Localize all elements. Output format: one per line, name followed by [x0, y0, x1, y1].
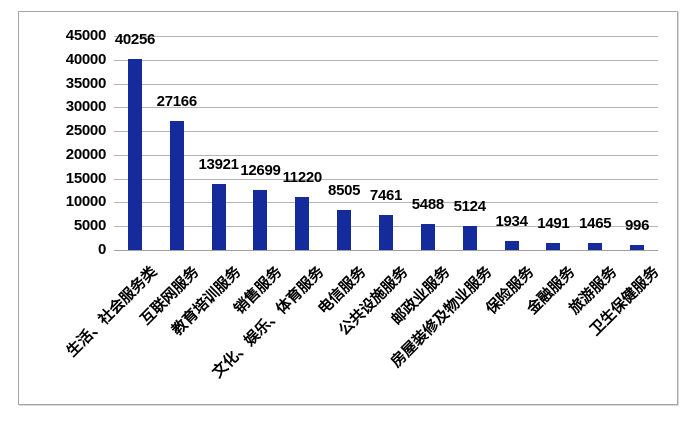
- bar-value-label: 5488: [411, 195, 444, 213]
- y-axis-tick-label: 20000: [65, 145, 107, 163]
- bar-5: [295, 196, 310, 250]
- bar-value-label: 1491: [537, 214, 570, 232]
- y-gridline: [114, 154, 658, 156]
- bar-value-label: 5124: [453, 197, 486, 215]
- bar-chart-frame: 0 5000 10000 15000 20000 25000 30000 35000 40000…: [18, 11, 678, 405]
- y-axis-tick-label: 0: [97, 241, 106, 258]
- y-axis-tick-label: 40000: [65, 50, 107, 68]
- bar-11: [546, 242, 561, 250]
- bar-2: [169, 120, 184, 250]
- y-axis-tick-label: 5000: [73, 217, 106, 235]
- bar-9: [462, 225, 477, 250]
- y-axis-tick-label: 35000: [65, 74, 107, 92]
- bar-value-label: 27166: [156, 92, 198, 110]
- bar-8: [420, 223, 435, 250]
- bar-value-label: 996: [624, 217, 650, 235]
- bar-4: [253, 189, 268, 250]
- bar-value-label: 11220: [282, 168, 323, 186]
- y-gridline: [114, 178, 658, 180]
- y-gridline: [114, 250, 658, 251]
- y-axis-tick-label: 10000: [65, 193, 107, 211]
- bar-value-label: 1465: [579, 215, 612, 233]
- bar-1: [127, 58, 142, 250]
- bar-7: [379, 214, 393, 250]
- y-gridline: [114, 131, 658, 133]
- bar-12: [588, 243, 603, 250]
- bar-value-label: 12699: [240, 161, 281, 179]
- y-axis-tick-label: 25000: [65, 122, 107, 140]
- y-axis-tick-label: 15000: [65, 169, 107, 187]
- bar-13: [630, 245, 645, 250]
- y-gridline: [114, 83, 658, 85]
- bar-value-label: 1934: [495, 212, 528, 230]
- bar-value-label: 8505: [328, 181, 361, 199]
- y-axis-tick-label: 30000: [65, 98, 107, 116]
- bar-value-label: 40256: [114, 30, 156, 48]
- bar-3: [211, 183, 226, 250]
- y-axis-tick-label: 45000: [65, 27, 107, 44]
- bar-value-label: 13921: [198, 155, 240, 173]
- y-gridline: [114, 36, 658, 37]
- bar-value-label: 7461: [369, 186, 403, 204]
- bar-10: [504, 240, 519, 250]
- y-gridline: [114, 59, 658, 61]
- bar-6: [337, 209, 352, 250]
